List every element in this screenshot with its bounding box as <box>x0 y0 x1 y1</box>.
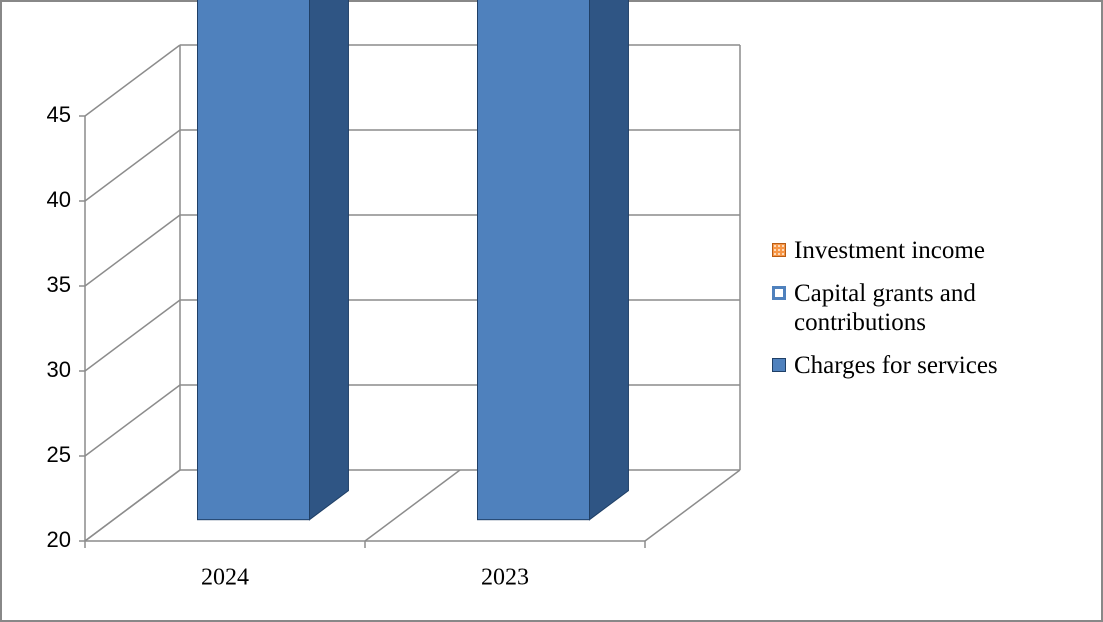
floor-line <box>364 469 461 542</box>
floor-line <box>644 469 741 542</box>
legend-label: Charges for services <box>794 352 998 379</box>
bar-side <box>309 0 349 521</box>
legend-item: Charges for services <box>772 351 1072 380</box>
legend: Investment income Capital grants and cont… <box>772 236 1072 394</box>
y-tick-label: 45 <box>47 102 71 127</box>
legend-swatch <box>772 243 786 257</box>
legend-label: Capital grants and contributions <box>794 280 976 336</box>
legend-swatch <box>772 358 786 372</box>
grid-line <box>84 299 181 372</box>
grid-line <box>84 384 181 457</box>
grid-line <box>84 44 181 117</box>
bar-side <box>589 0 629 521</box>
legend-item: Investment income <box>772 236 1072 265</box>
bar-front <box>477 0 590 521</box>
y-tick-label: 25 <box>47 442 71 467</box>
grid-line <box>84 129 181 202</box>
legend-swatch <box>772 286 786 300</box>
y-tick-label: 20 <box>47 527 71 552</box>
legend-label: Investment income <box>794 237 985 264</box>
y-tick-label: 40 <box>47 187 71 212</box>
floor-line <box>84 469 181 542</box>
y-tick-label: 35 <box>47 272 71 297</box>
grid-line <box>84 214 181 287</box>
bar-front <box>197 0 310 521</box>
y-tick-label: 30 <box>47 357 71 382</box>
x-tick-label: 2023 <box>481 565 529 591</box>
x-tick-label: 2024 <box>201 565 249 591</box>
legend-item: Capital grants and contributions <box>772 279 1072 337</box>
